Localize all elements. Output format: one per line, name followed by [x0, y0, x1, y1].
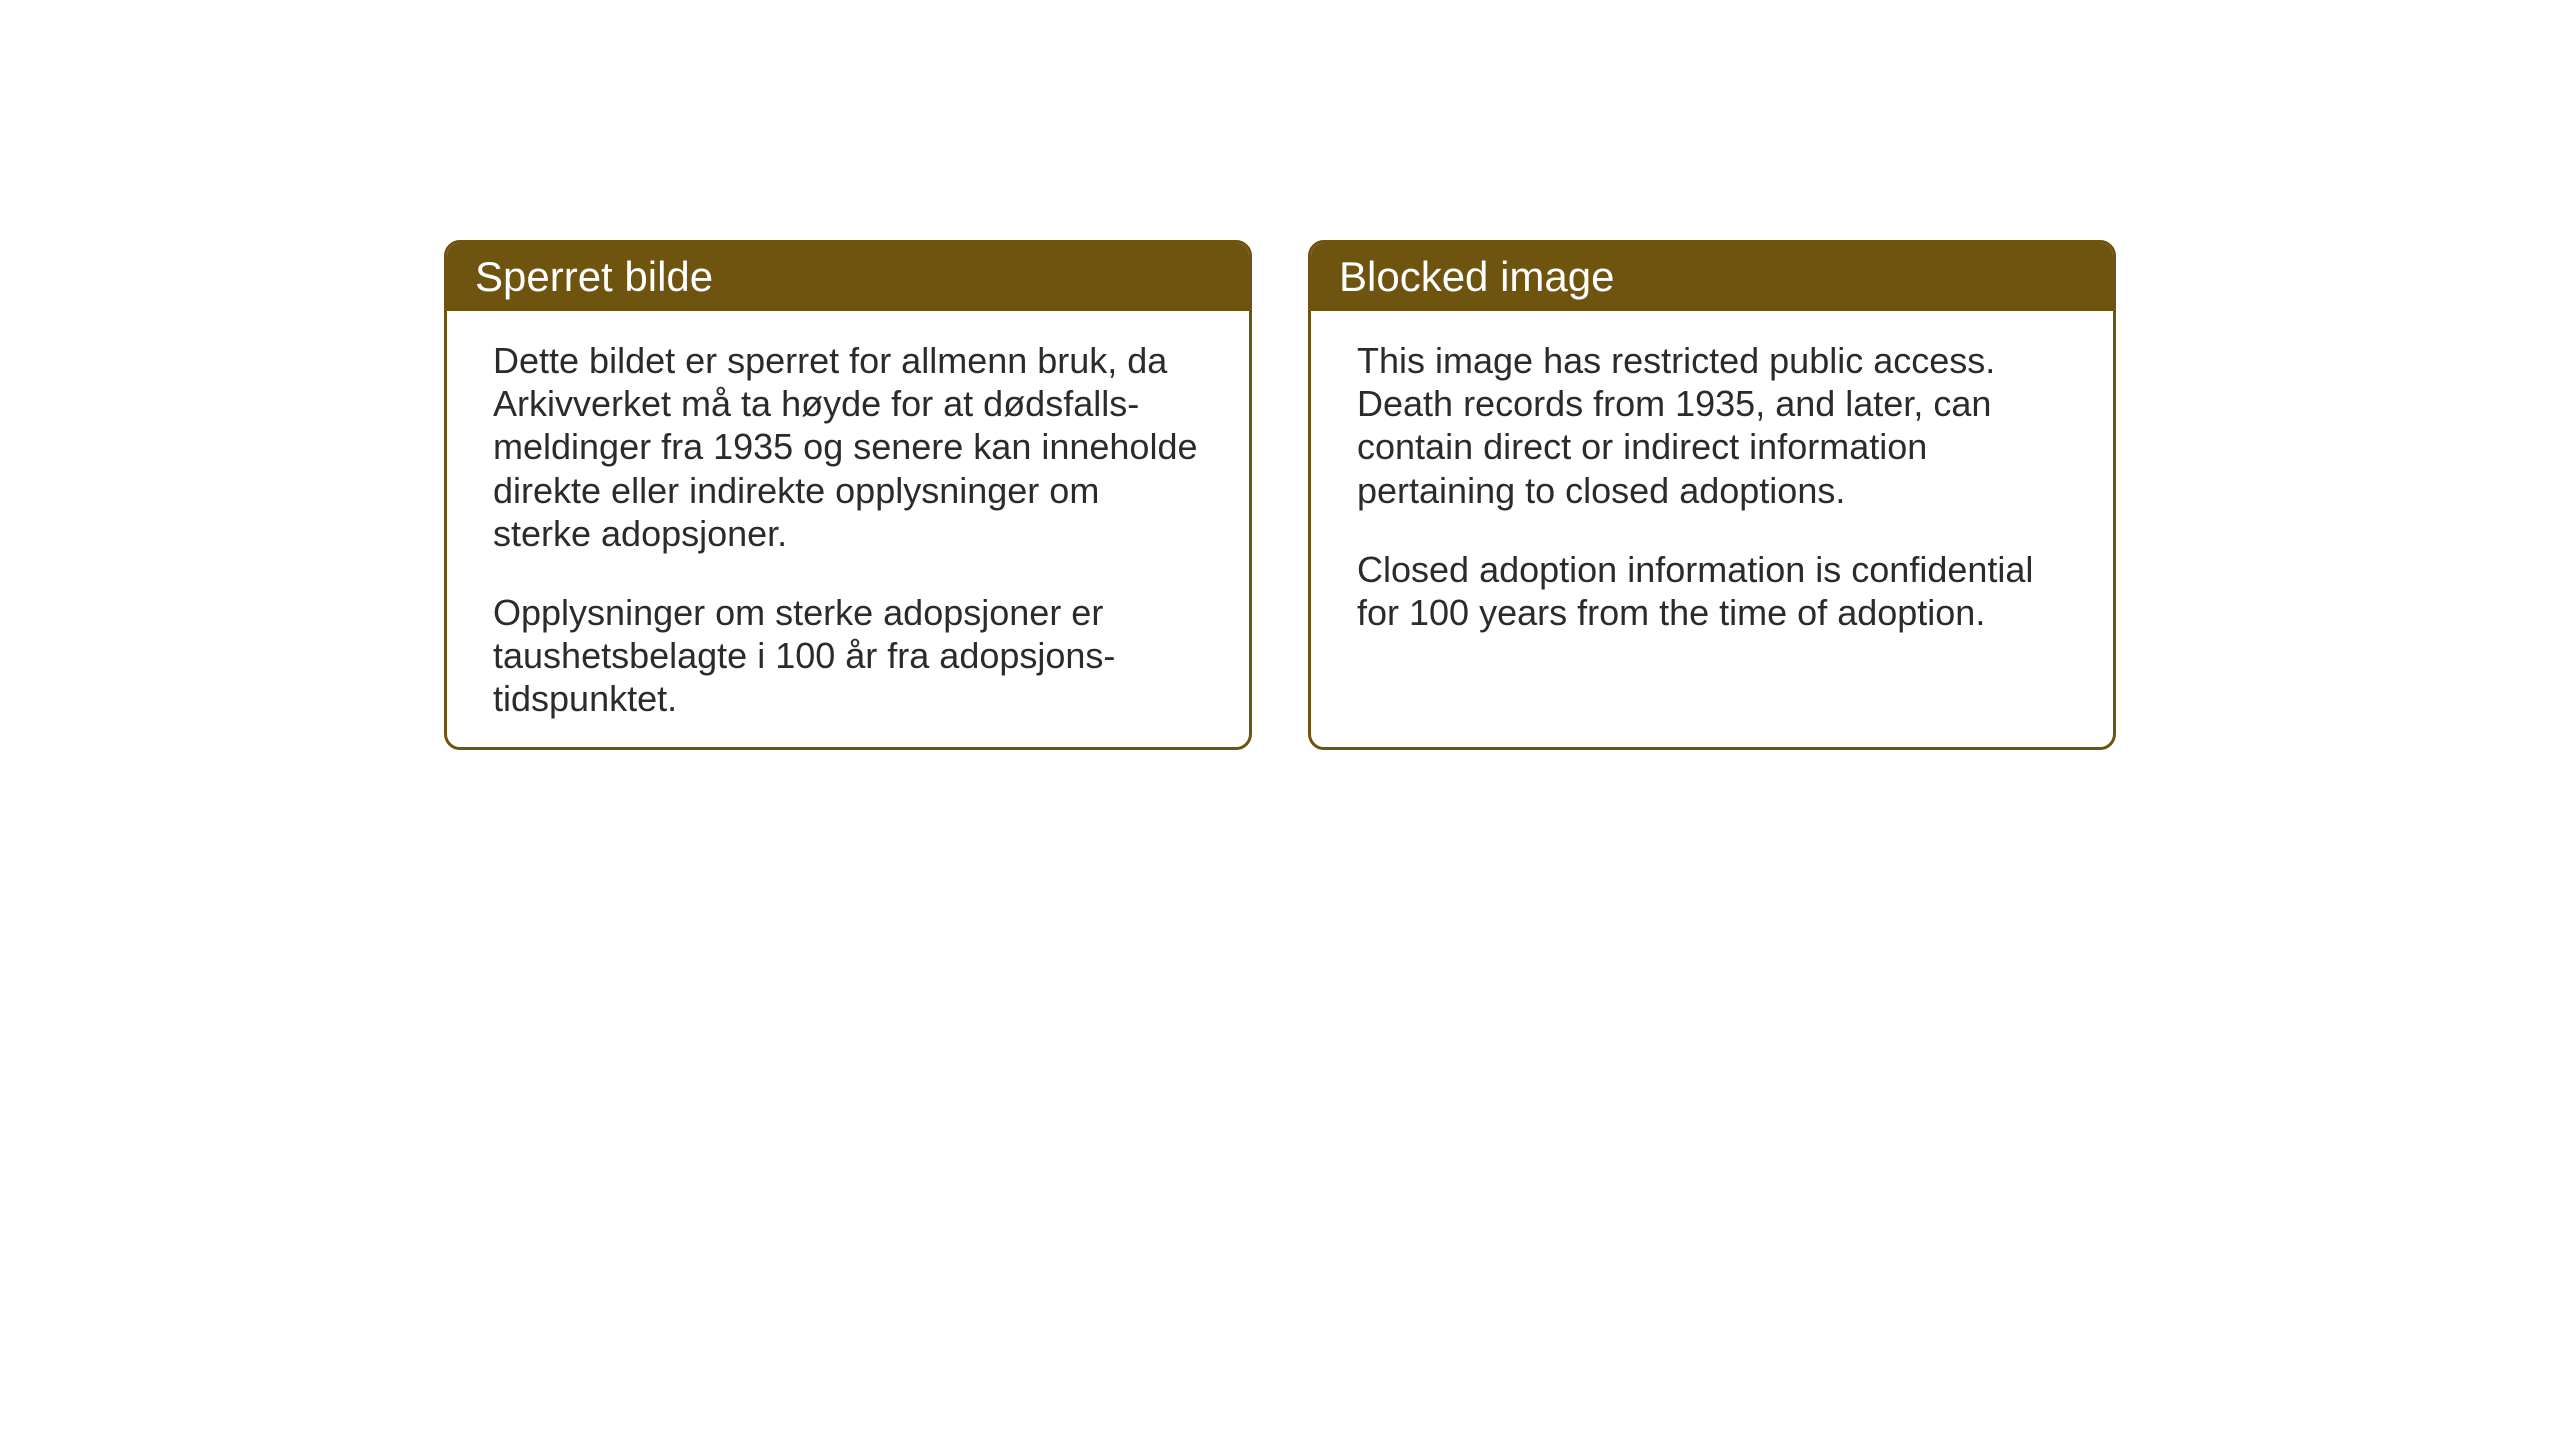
notice-container: Sperret bilde Dette bildet er sperret fo… — [444, 240, 2116, 750]
card-paragraph-2-norwegian: Opplysninger om sterke adopsjoner er tau… — [493, 591, 1203, 721]
notice-card-norwegian: Sperret bilde Dette bildet er sperret fo… — [444, 240, 1252, 750]
card-paragraph-1-english: This image has restricted public access.… — [1357, 339, 2067, 512]
card-paragraph-1-norwegian: Dette bildet er sperret for allmenn bruk… — [493, 339, 1203, 555]
card-body-norwegian: Dette bildet er sperret for allmenn bruk… — [447, 311, 1249, 750]
notice-card-english: Blocked image This image has restricted … — [1308, 240, 2116, 750]
card-header-norwegian: Sperret bilde — [447, 243, 1249, 311]
card-body-english: This image has restricted public access.… — [1311, 311, 2113, 674]
card-title-norwegian: Sperret bilde — [475, 253, 713, 300]
card-title-english: Blocked image — [1339, 253, 1614, 300]
card-header-english: Blocked image — [1311, 243, 2113, 311]
card-paragraph-2-english: Closed adoption information is confident… — [1357, 548, 2067, 634]
